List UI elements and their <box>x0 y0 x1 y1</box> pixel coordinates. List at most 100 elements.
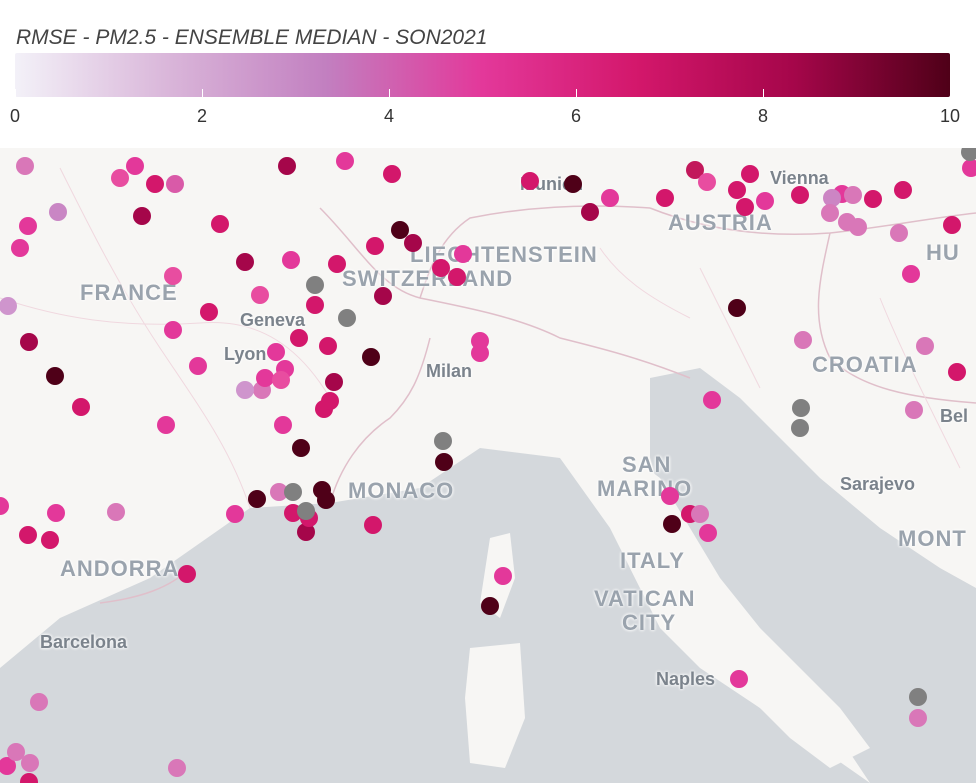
station-marker[interactable] <box>962 159 976 177</box>
station-marker[interactable] <box>168 759 186 777</box>
station-marker[interactable] <box>256 369 274 387</box>
station-marker[interactable] <box>404 234 422 252</box>
station-marker-no-data[interactable] <box>909 688 927 706</box>
station-marker[interactable] <box>564 175 582 193</box>
station-marker[interactable] <box>7 743 25 761</box>
station-marker[interactable] <box>107 503 125 521</box>
station-marker[interactable] <box>278 157 296 175</box>
station-marker[interactable] <box>454 245 472 263</box>
station-marker[interactable] <box>236 381 254 399</box>
station-marker[interactable] <box>319 337 337 355</box>
station-marker[interactable] <box>282 251 300 269</box>
station-marker[interactable] <box>736 198 754 216</box>
station-marker[interactable] <box>905 401 923 419</box>
station-marker[interactable] <box>374 287 392 305</box>
station-marker[interactable] <box>364 516 382 534</box>
station-marker[interactable] <box>72 398 90 416</box>
station-marker[interactable] <box>0 497 9 515</box>
station-marker[interactable] <box>328 255 346 273</box>
station-marker-no-data[interactable] <box>434 432 452 450</box>
station-marker[interactable] <box>236 253 254 271</box>
station-marker[interactable] <box>321 392 339 410</box>
station-marker-no-data[interactable] <box>338 309 356 327</box>
station-marker[interactable] <box>306 296 324 314</box>
station-marker[interactable] <box>494 567 512 585</box>
station-marker[interactable] <box>916 337 934 355</box>
station-marker[interactable] <box>823 189 841 207</box>
station-marker[interactable] <box>270 483 288 501</box>
station-marker[interactable] <box>200 303 218 321</box>
station-marker-no-data[interactable] <box>961 148 976 161</box>
station-marker[interactable] <box>849 218 867 236</box>
station-marker[interactable] <box>791 419 809 437</box>
station-marker[interactable] <box>362 348 380 366</box>
station-marker[interactable] <box>164 267 182 285</box>
station-marker[interactable] <box>49 203 67 221</box>
station-marker[interactable] <box>166 175 184 193</box>
station-marker[interactable] <box>248 490 266 508</box>
station-marker[interactable] <box>126 157 144 175</box>
station-marker[interactable] <box>211 215 229 233</box>
station-marker[interactable] <box>663 515 681 533</box>
station-marker[interactable] <box>686 161 704 179</box>
station-marker[interactable] <box>20 333 38 351</box>
station-marker[interactable] <box>157 416 175 434</box>
station-marker-no-data[interactable] <box>297 502 315 520</box>
station-marker[interactable] <box>521 172 539 190</box>
station-marker[interactable] <box>864 190 882 208</box>
station-marker[interactable] <box>336 152 354 170</box>
station-marker[interactable] <box>791 186 809 204</box>
station-marker[interactable] <box>146 175 164 193</box>
station-marker[interactable] <box>290 329 308 347</box>
station-marker[interactable] <box>471 344 489 362</box>
station-marker[interactable] <box>111 169 129 187</box>
station-marker[interactable] <box>267 343 285 361</box>
station-marker[interactable] <box>691 505 709 523</box>
station-marker-no-data[interactable] <box>792 399 810 417</box>
station-marker-no-data[interactable] <box>306 276 324 294</box>
station-marker[interactable] <box>251 286 269 304</box>
station-marker[interactable] <box>432 259 450 277</box>
station-marker[interactable] <box>19 217 37 235</box>
station-marker[interactable] <box>178 565 196 583</box>
station-marker[interactable] <box>703 391 721 409</box>
station-marker[interactable] <box>20 773 38 783</box>
station-marker[interactable] <box>19 526 37 544</box>
station-marker[interactable] <box>661 487 679 505</box>
station-marker[interactable] <box>226 505 244 523</box>
station-marker[interactable] <box>730 670 748 688</box>
station-marker[interactable] <box>47 504 65 522</box>
station-marker[interactable] <box>699 524 717 542</box>
station-marker[interactable] <box>317 491 335 509</box>
station-marker[interactable] <box>948 363 966 381</box>
station-marker[interactable] <box>435 453 453 471</box>
station-marker[interactable] <box>383 165 401 183</box>
station-marker[interactable] <box>902 265 920 283</box>
station-marker[interactable] <box>821 204 839 222</box>
station-marker[interactable] <box>741 165 759 183</box>
station-marker[interactable] <box>0 297 17 315</box>
station-marker[interactable] <box>448 268 466 286</box>
station-marker[interactable] <box>844 186 862 204</box>
station-marker[interactable] <box>728 181 746 199</box>
map-view[interactable]: FRANCE SWITZERLAND LIECHTENSTEIN AUSTRIA… <box>0 148 976 783</box>
station-marker[interactable] <box>756 192 774 210</box>
station-marker[interactable] <box>943 216 961 234</box>
station-marker[interactable] <box>890 224 908 242</box>
station-marker[interactable] <box>41 531 59 549</box>
station-marker[interactable] <box>391 221 409 239</box>
station-marker[interactable] <box>21 754 39 772</box>
station-marker[interactable] <box>292 439 310 457</box>
station-marker[interactable] <box>366 237 384 255</box>
station-marker[interactable] <box>894 181 912 199</box>
station-marker[interactable] <box>581 203 599 221</box>
station-marker[interactable] <box>656 189 674 207</box>
station-marker[interactable] <box>297 523 315 541</box>
station-marker[interactable] <box>30 693 48 711</box>
station-marker[interactable] <box>909 709 927 727</box>
station-marker[interactable] <box>164 321 182 339</box>
station-marker[interactable] <box>189 357 207 375</box>
station-marker[interactable] <box>11 239 29 257</box>
station-marker[interactable] <box>0 757 16 775</box>
station-marker[interactable] <box>133 207 151 225</box>
